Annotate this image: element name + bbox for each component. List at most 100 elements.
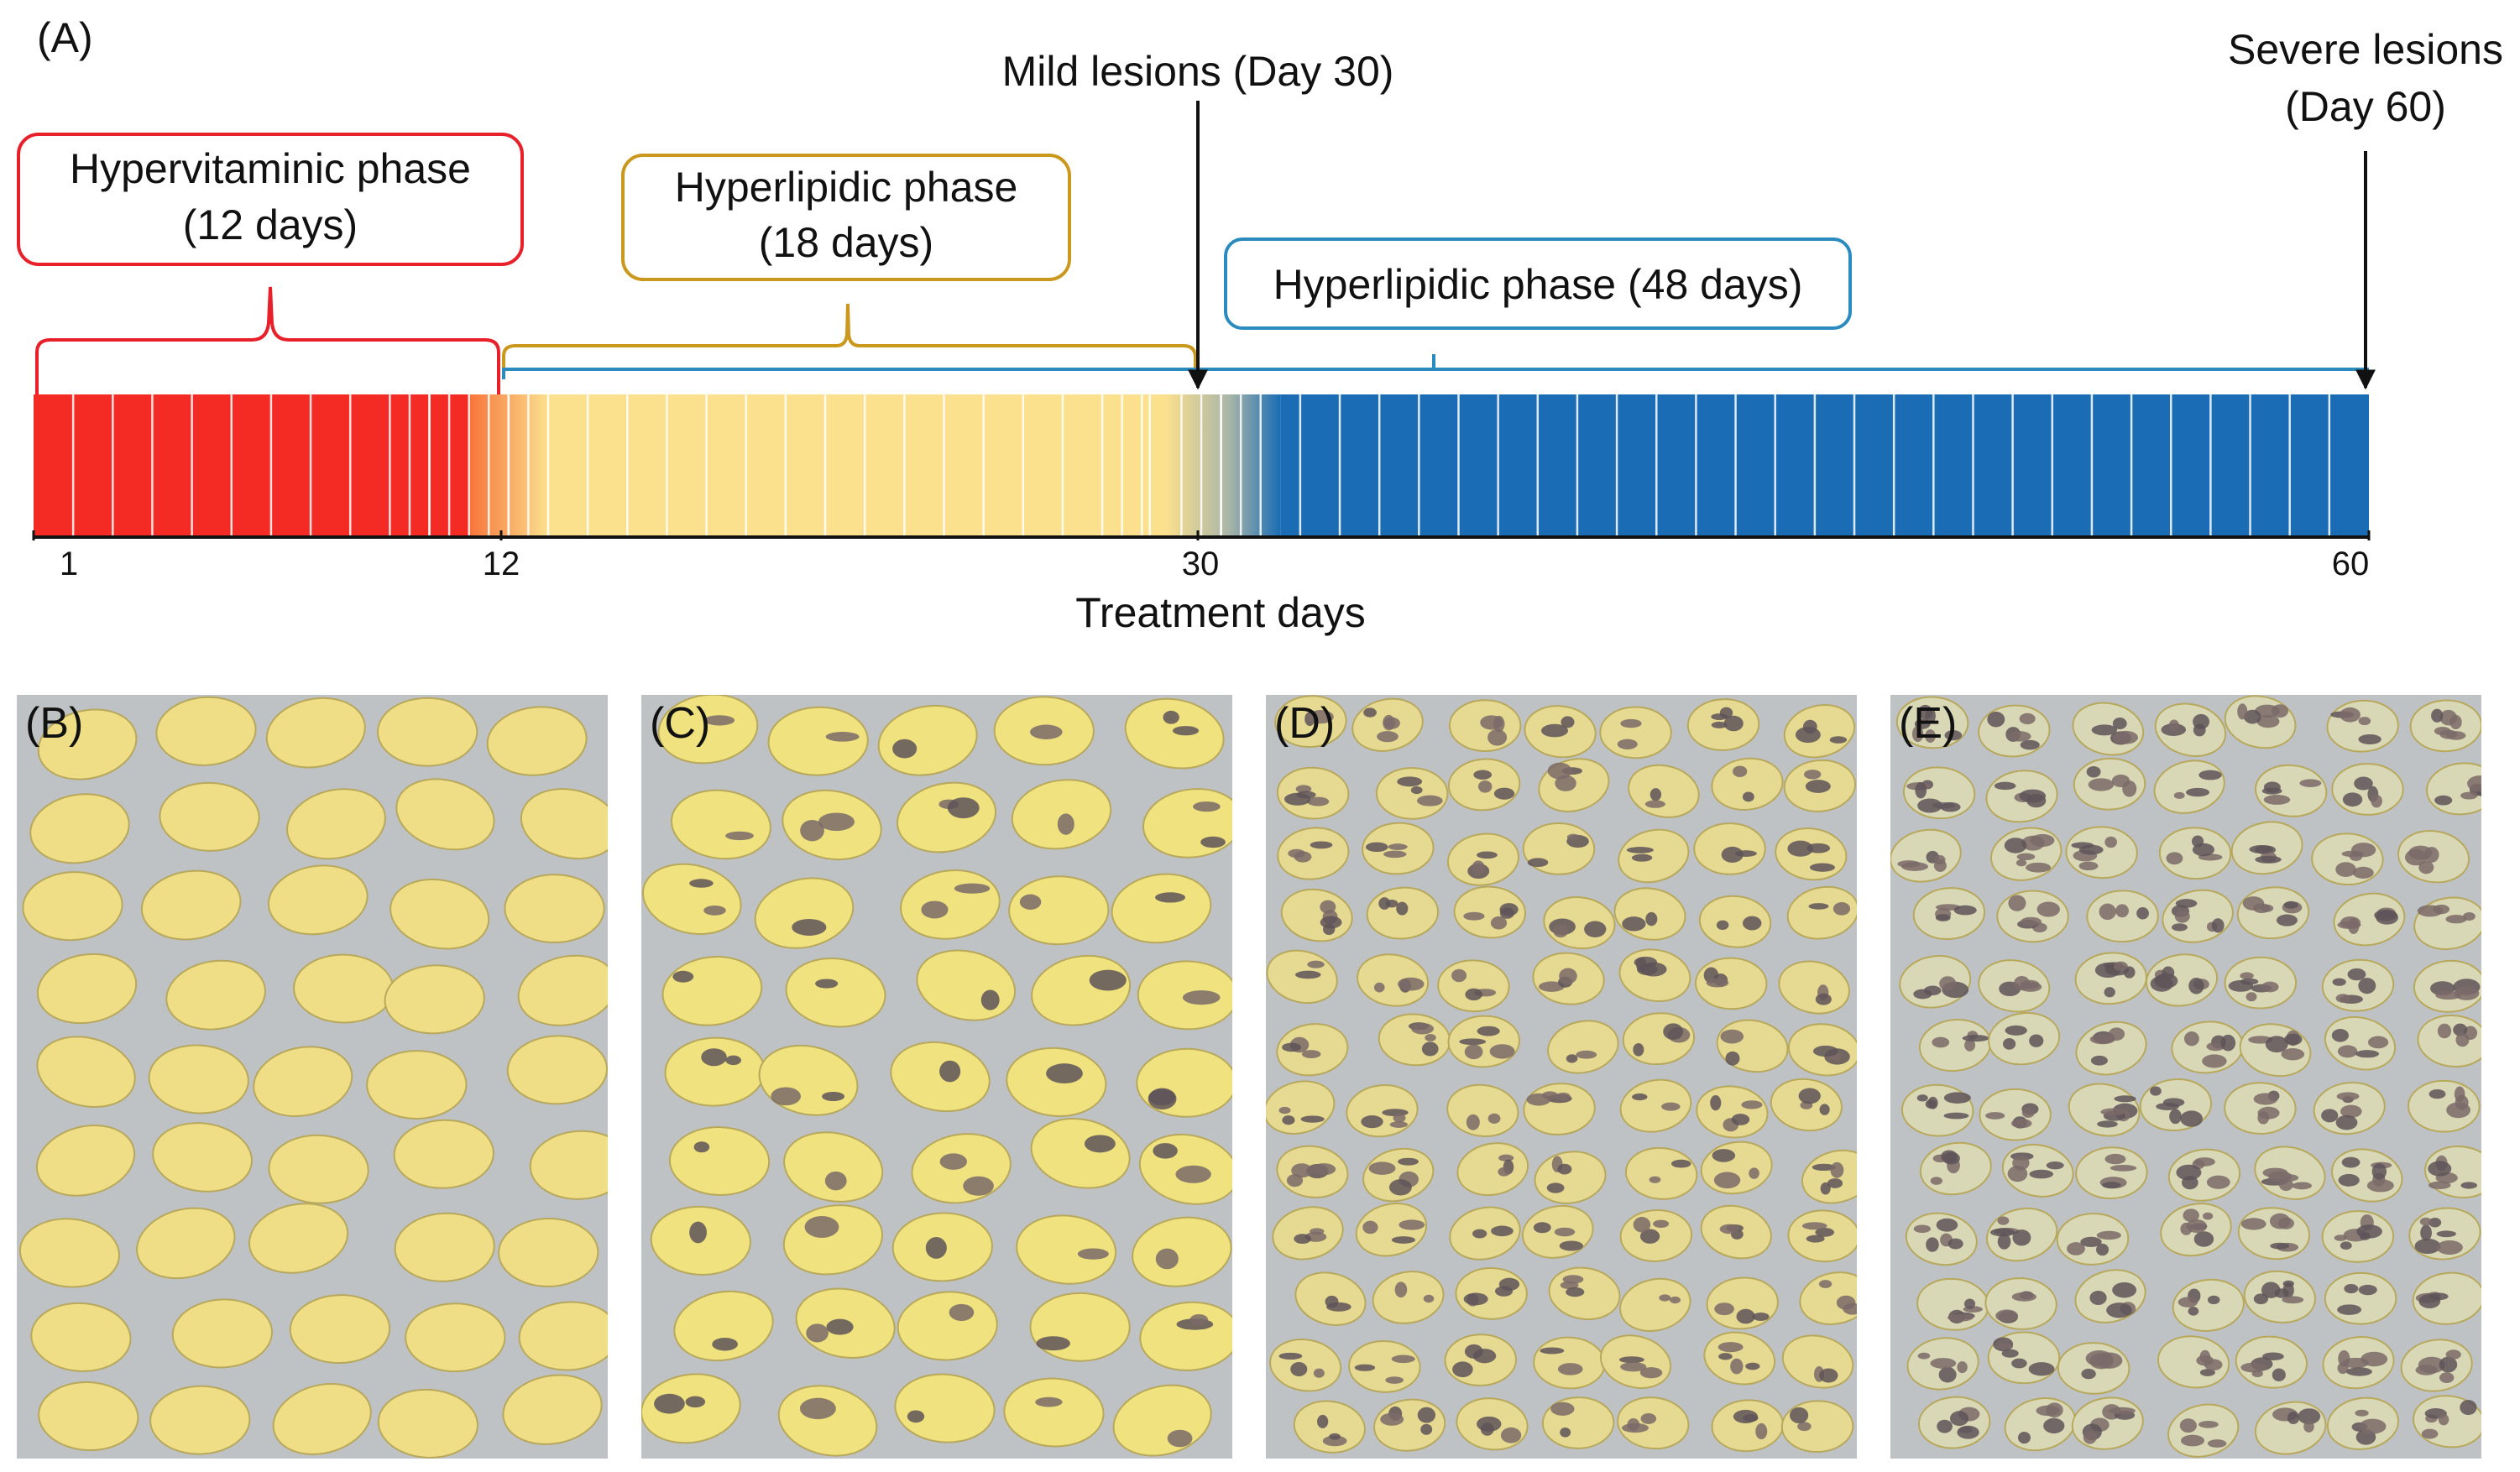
coated-sample: [1900, 1083, 1974, 1137]
coated-sample: [1373, 1398, 1446, 1452]
coated-sample: [1996, 890, 2069, 943]
coated-sample: [1918, 1396, 1991, 1449]
coated-sample: [1787, 1209, 1857, 1263]
coated-sample: [165, 959, 266, 1031]
coated-sample: [1348, 1340, 1421, 1393]
coated-sample: [2158, 827, 2232, 880]
coated-sample: [1919, 1141, 1992, 1196]
panel-d-label: (D): [1274, 699, 1336, 748]
coated-sample: [1696, 1085, 1769, 1139]
coated-sample: [1139, 1301, 1232, 1371]
coated-sample: [2073, 757, 2146, 811]
coated-sample: [2324, 1271, 2397, 1325]
coated-sample: [1787, 1023, 1857, 1077]
coated-sample: [890, 1041, 991, 1113]
coated-sample: [1008, 875, 1110, 946]
coated-sample: [2311, 833, 2384, 886]
coated-sample: [2239, 1023, 2312, 1078]
coated-sample: [668, 1126, 771, 1196]
hyperlipidic-2-title: Hyperlipidic phase (48 days): [1273, 261, 1803, 308]
coated-sample: [1618, 948, 1691, 1002]
coated-sample: [1978, 704, 2051, 758]
coated-sample: [2071, 1396, 2144, 1450]
coated-sample: [376, 697, 478, 767]
coated-sample: [1524, 705, 1597, 759]
coated-sample: [782, 1204, 884, 1276]
coated-sample: [1778, 960, 1850, 1015]
severe-lesions-label-line1: Severe lesions: [2228, 26, 2503, 73]
coated-sample: [1716, 1019, 1789, 1073]
hypervitaminic-title: Hypervitaminic phase: [70, 145, 471, 192]
hyperlipidic-callout-2: Hyperlipidic phase (48 days): [1224, 238, 1852, 330]
coated-sample: [1375, 767, 1449, 820]
coated-sample: [911, 1133, 1012, 1204]
coated-sample: [782, 789, 882, 861]
coated-sample: [1902, 766, 1976, 820]
coated-sample: [1541, 1396, 1615, 1449]
coated-sample: [758, 1044, 859, 1116]
hyperlipidic-callout-1: Hyperlipidic phase (18 days): [621, 154, 1071, 281]
coated-sample: [1985, 770, 2058, 823]
coated-sample: [1269, 1339, 1342, 1392]
coated-sample: [1770, 1078, 1843, 1132]
photo-panel-d: (D): [1266, 695, 1857, 1459]
hypervitaminic-brace: [35, 286, 500, 394]
coated-sample: [504, 874, 605, 944]
hypervitaminic-callout: Hypervitaminic phase (12 days): [17, 133, 524, 266]
coated-sample: [2313, 1082, 2386, 1135]
coated-sample: [29, 793, 130, 864]
coated-sample: [1533, 1336, 1606, 1390]
coated-sample: [2412, 1271, 2481, 1325]
coated-sample: [529, 1130, 608, 1200]
coated-sample: [2153, 759, 2225, 814]
coated-sample: [1987, 1331, 2061, 1385]
coated-sample: [1899, 955, 1972, 1009]
coated-sample: [2326, 1396, 2400, 1450]
coated-sample: [1437, 959, 1510, 1013]
coated-sample: [1986, 1207, 2058, 1262]
coated-sample: [159, 781, 260, 852]
panel-a-label: (A): [37, 14, 93, 61]
coated-sample: [1366, 886, 1440, 940]
coated-sample: [253, 1046, 353, 1118]
coated-sample: [661, 955, 763, 1026]
coated-sample: [1619, 1277, 1691, 1332]
coated-sample: [1003, 1377, 1105, 1448]
hyperlipidic-2-brace: [502, 354, 2369, 379]
coated-sample: [2057, 1342, 2130, 1395]
coated-sample: [1132, 1216, 1232, 1287]
mild-lesions-label: Mild lesions (Day 30): [1002, 48, 1394, 95]
coated-sample: [1355, 1203, 1428, 1257]
coated-sample: [1362, 822, 1435, 875]
coated-sample: [641, 863, 742, 935]
coated-sample: [2001, 1144, 2074, 1198]
photo-panel-b: (B): [17, 695, 608, 1459]
coated-sample: [1984, 1277, 2057, 1330]
coated-sample: [2237, 1207, 2311, 1261]
coated-sample: [272, 1382, 372, 1455]
coated-sample: [1781, 1334, 1854, 1389]
coated-sample: [1521, 1205, 1594, 1259]
coated-sample: [486, 706, 588, 776]
coated-sample: [1548, 1266, 1621, 1321]
coated-sample: [1990, 827, 2063, 881]
coated-sample: [1619, 1078, 1692, 1133]
coated-sample: [2254, 1146, 2326, 1200]
coated-sample: [1011, 779, 1112, 850]
coated-sample: [1988, 1012, 2061, 1066]
coated-sample: [502, 1374, 603, 1445]
coated-sample: [1362, 1147, 1435, 1203]
coated-sample: [1378, 1013, 1451, 1067]
coated-sample: [2224, 956, 2298, 1010]
coated-sample: [1448, 699, 1522, 752]
coated-sample: [1136, 1047, 1232, 1118]
coated-sample: [916, 949, 1017, 1021]
cheese-coated-samples-e-photo: [1890, 695, 2481, 1459]
coated-sample: [1706, 1276, 1779, 1330]
coated-sample: [1276, 1145, 1349, 1198]
coated-sample: [2321, 958, 2395, 1012]
coated-sample: [1801, 1149, 1857, 1204]
coated-sample: [405, 1302, 506, 1373]
coated-sample: [2235, 1335, 2308, 1389]
coated-sample: [1534, 1151, 1607, 1204]
